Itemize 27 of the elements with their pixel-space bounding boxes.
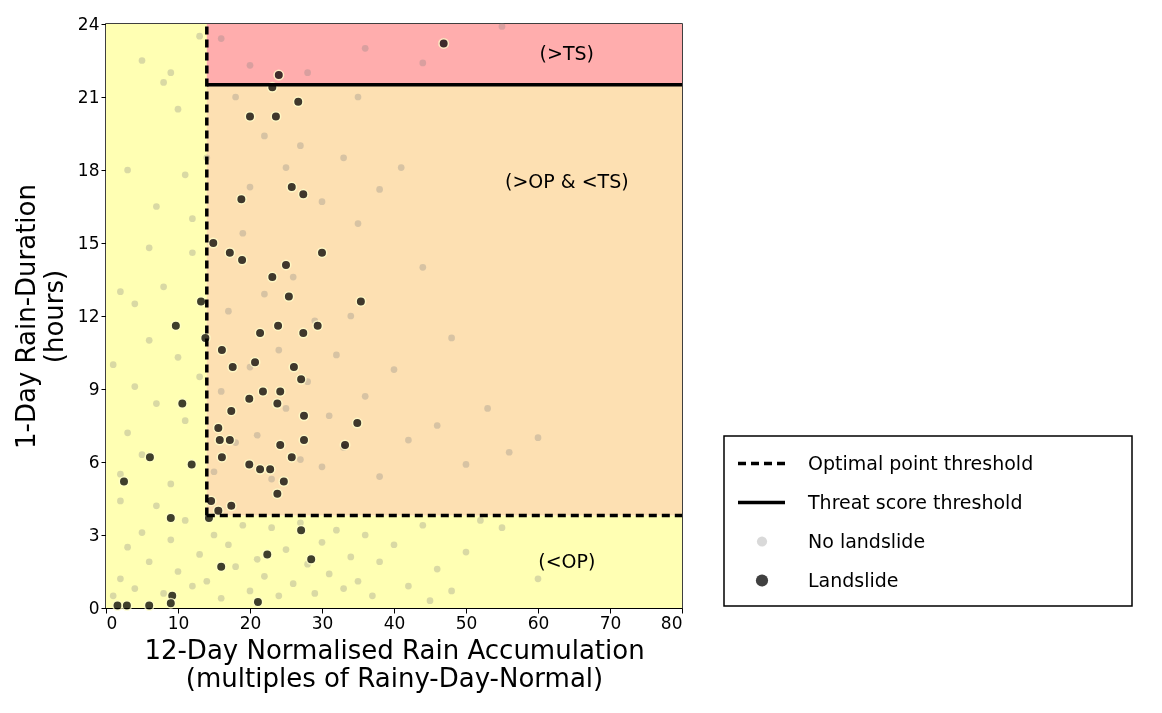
legend-label: No landslide xyxy=(808,529,926,552)
band-label: (>TS) xyxy=(539,42,595,65)
legend-label: Landslide xyxy=(808,568,899,591)
y-axis-title: 1-Day Rain-Duration (hours) xyxy=(10,184,69,449)
y-tick-label: 15 xyxy=(77,232,100,253)
x-tick-label: 70 xyxy=(599,612,622,633)
y-tick-label: 24 xyxy=(77,13,100,34)
legend-label: Optimal point threshold xyxy=(808,451,1034,474)
legend-label: Threat score threshold xyxy=(807,490,1023,513)
x-tick-label: 10 xyxy=(167,612,190,633)
x-tick-label: 20 xyxy=(239,612,262,633)
y-tick-label: 21 xyxy=(77,86,100,107)
x-tick-label: 40 xyxy=(383,612,406,633)
y-tick-label: 0 xyxy=(88,597,100,618)
x-axis-title: 12-Day Normalised Rain Accumulation (multiples of Rainy-Day-Normal) xyxy=(144,634,645,693)
x-tick-label: 50 xyxy=(455,612,478,633)
x-tick-label: 30 xyxy=(311,612,334,633)
x-tick-label: 60 xyxy=(527,612,550,633)
y-tick-label: 9 xyxy=(88,378,100,399)
x-tick-label: 80 xyxy=(660,612,683,633)
x-tick-label: 0 xyxy=(106,612,118,633)
band-label: (<OP) xyxy=(538,549,596,572)
y-tick-label: 6 xyxy=(88,451,100,472)
y-tick-label: 12 xyxy=(77,305,100,326)
y-tick-label: 18 xyxy=(77,159,100,180)
y-tick-label: 3 xyxy=(88,524,100,545)
band-label: (>OP & <TS) xyxy=(504,170,629,193)
